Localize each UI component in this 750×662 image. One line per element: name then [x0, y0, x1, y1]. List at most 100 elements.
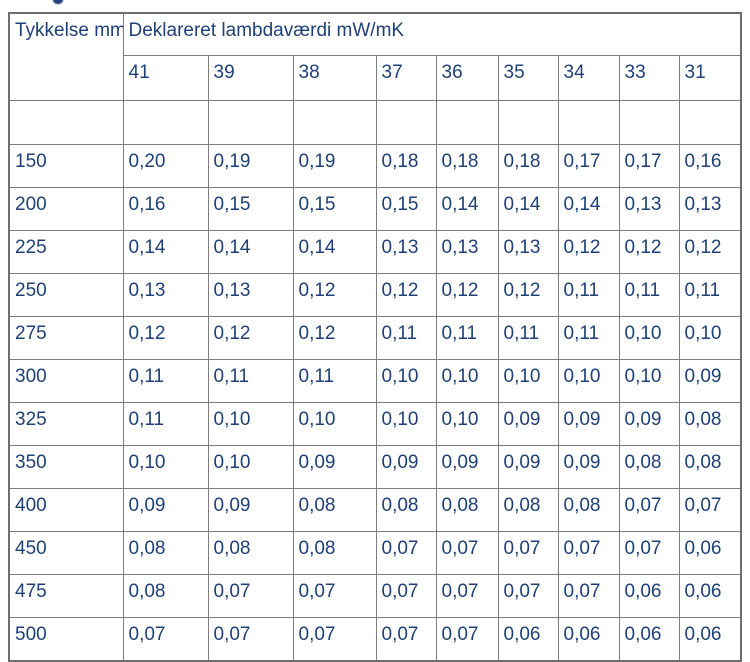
col-header-cell: 34 [557, 55, 620, 101]
empty-cell [618, 100, 680, 145]
value-cell: 0,10 [122, 445, 209, 489]
value-cell: 0,07 [207, 574, 294, 618]
value-cell: 0,07 [292, 617, 377, 662]
value-cell: 0,09 [678, 359, 742, 403]
empty-cell [497, 100, 559, 145]
value-cell: 0,07 [122, 617, 209, 662]
value-cell: 0,07 [557, 574, 620, 618]
value-cell: 0,10 [292, 402, 377, 446]
thickness-cell: 200 [8, 187, 124, 231]
value-cell: 0,11 [557, 273, 620, 317]
value-cell: 0,06 [618, 574, 680, 618]
value-cell: 0,07 [375, 531, 437, 575]
value-cell: 0,07 [678, 488, 742, 532]
value-cell: 0,13 [375, 230, 437, 274]
value-cell: 0,07 [497, 531, 559, 575]
value-cell: 0,07 [375, 574, 437, 618]
value-cell: 0,12 [292, 316, 377, 360]
value-cell: 0,10 [207, 402, 294, 446]
value-cell: 0,07 [292, 574, 377, 618]
value-cell: 0,10 [435, 402, 499, 446]
value-cell: 0,11 [292, 359, 377, 403]
value-cell: 0,09 [435, 445, 499, 489]
value-cell: 0,07 [435, 574, 499, 618]
value-cell: 0,18 [375, 144, 437, 188]
thickness-cell: 325 [8, 402, 124, 446]
value-cell: 0,18 [497, 144, 559, 188]
value-cell: 0,13 [122, 273, 209, 317]
value-cell: 0,11 [122, 402, 209, 446]
value-cell: 0,11 [207, 359, 294, 403]
value-cell: 0,11 [435, 316, 499, 360]
value-cell: 0,09 [618, 402, 680, 446]
value-cell: 0,09 [497, 445, 559, 489]
value-cell: 0,12 [557, 230, 620, 274]
value-cell: 0,11 [557, 316, 620, 360]
table-row: 150 0,20 0,19 0,19 0,18 0,18 0,18 0,17 0… [8, 144, 742, 188]
header-row-columns: 41 39 38 37 36 35 34 33 31 [9, 55, 742, 101]
empty-cell [557, 100, 620, 145]
thickness-cell: 250 [8, 273, 124, 317]
value-cell: 0,16 [122, 187, 209, 231]
clipped-heading-fragment [53, 0, 63, 4]
value-cell: 0,07 [618, 488, 680, 532]
value-cell: 0,07 [435, 531, 499, 575]
value-cell: 0,06 [618, 617, 680, 662]
value-cell: 0,09 [292, 445, 377, 489]
value-cell: 0,12 [207, 316, 294, 360]
table-row: 500 0,07 0,07 0,07 0,07 0,07 0,06 0,06 0… [8, 617, 742, 662]
value-cell: 0,09 [207, 488, 294, 532]
thickness-cell: 400 [8, 488, 124, 532]
value-cell: 0,10 [557, 359, 620, 403]
value-cell: 0,15 [375, 187, 437, 231]
value-cell: 0,08 [678, 445, 742, 489]
col-header-cell: 37 [375, 55, 437, 101]
value-cell: 0,08 [557, 488, 620, 532]
value-cell: 0,19 [207, 144, 294, 188]
empty-cell [8, 100, 124, 145]
thickness-header-cell: Tykkelse mm [8, 12, 124, 101]
table-row: 300 0,11 0,11 0,11 0,10 0,10 0,10 0,10 0… [8, 359, 742, 403]
col-header-cell: 41 [122, 55, 209, 101]
lambda-value-table: Tykkelse mm Deklareret lambdaværdi mW/mK… [8, 12, 743, 662]
value-cell: 0,10 [618, 316, 680, 360]
value-cell: 0,10 [497, 359, 559, 403]
value-cell: 0,06 [557, 617, 620, 662]
value-cell: 0,14 [292, 230, 377, 274]
value-cell: 0,10 [435, 359, 499, 403]
empty-row [8, 100, 742, 145]
thickness-cell: 150 [8, 144, 124, 188]
value-cell: 0,14 [207, 230, 294, 274]
empty-cell [435, 100, 499, 145]
value-cell: 0,06 [678, 617, 742, 662]
value-cell: 0,10 [375, 359, 437, 403]
table-row: 350 0,10 0,10 0,09 0,09 0,09 0,09 0,09 0… [8, 445, 742, 489]
value-cell: 0,17 [557, 144, 620, 188]
thickness-cell: 500 [8, 617, 124, 662]
value-cell: 0,10 [375, 402, 437, 446]
value-cell: 0,13 [678, 187, 742, 231]
value-cell: 0,11 [497, 316, 559, 360]
table-row: 225 0,14 0,14 0,14 0,13 0,13 0,13 0,12 0… [8, 230, 742, 274]
table-row: 450 0,08 0,08 0,08 0,07 0,07 0,07 0,07 0… [8, 531, 742, 575]
value-cell: 0,11 [375, 316, 437, 360]
empty-cell [292, 100, 377, 145]
value-cell: 0,14 [122, 230, 209, 274]
value-cell: 0,13 [207, 273, 294, 317]
value-cell: 0,07 [557, 531, 620, 575]
thickness-cell: 300 [8, 359, 124, 403]
value-cell: 0,07 [497, 574, 559, 618]
value-cell: 0,06 [678, 531, 742, 575]
value-cell: 0,13 [435, 230, 499, 274]
value-cell: 0,09 [557, 445, 620, 489]
value-cell: 0,16 [678, 144, 742, 188]
value-cell: 0,12 [618, 230, 680, 274]
value-cell: 0,07 [618, 531, 680, 575]
value-cell: 0,13 [618, 187, 680, 231]
value-cell: 0,13 [497, 230, 559, 274]
value-cell: 0,11 [122, 359, 209, 403]
col-header-cell: 36 [435, 55, 499, 101]
value-cell: 0,10 [678, 316, 742, 360]
col-header-cell: 35 [497, 55, 559, 101]
value-cell: 0,10 [618, 359, 680, 403]
